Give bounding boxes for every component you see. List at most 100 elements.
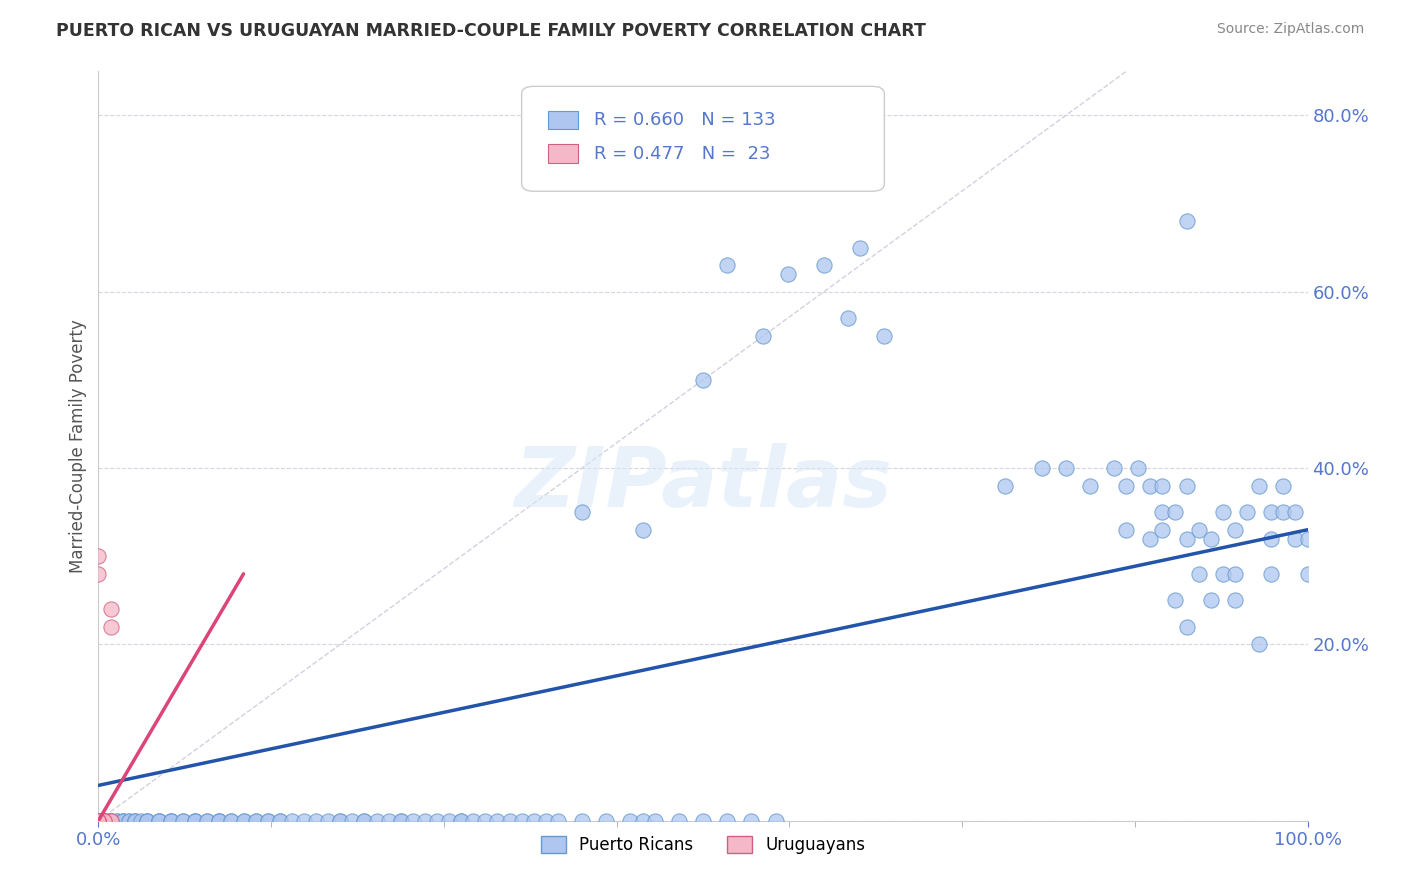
Point [1223, 566, 1246, 581]
Point [111, 814, 134, 828]
Point [1272, 505, 1295, 519]
Point [269, 814, 291, 828]
Point [87, 566, 110, 581]
Point [1152, 523, 1174, 537]
Point [100, 814, 122, 828]
Point [87, 814, 110, 828]
Point [1249, 478, 1271, 492]
Point [111, 814, 134, 828]
Point [111, 814, 134, 828]
Point [135, 814, 157, 828]
Point [100, 814, 122, 828]
Point [87, 814, 110, 828]
Point [329, 814, 352, 828]
Point [716, 258, 738, 272]
Point [135, 814, 157, 828]
Point [87, 814, 110, 828]
FancyBboxPatch shape [522, 87, 884, 191]
Point [1175, 214, 1198, 228]
Point [105, 814, 128, 828]
Point [1188, 566, 1211, 581]
Point [87, 814, 110, 828]
Point [184, 814, 207, 828]
Point [1212, 566, 1234, 581]
Point [389, 814, 412, 828]
Point [93, 814, 115, 828]
Point [619, 814, 641, 828]
Point [93, 814, 115, 828]
Point [87, 814, 110, 828]
Point [1175, 532, 1198, 546]
Point [1199, 593, 1222, 607]
Text: Source: ZipAtlas.com: Source: ZipAtlas.com [1216, 22, 1364, 37]
Point [135, 814, 157, 828]
Point [595, 814, 617, 828]
Point [1078, 478, 1101, 492]
Point [87, 814, 110, 828]
Point [87, 814, 110, 828]
Point [245, 814, 267, 828]
Point [232, 814, 254, 828]
Point [87, 814, 110, 828]
Point [1188, 523, 1211, 537]
Point [269, 814, 291, 828]
Point [93, 814, 115, 828]
Point [1139, 478, 1161, 492]
Point [1223, 593, 1246, 607]
Point [124, 814, 146, 828]
FancyBboxPatch shape [548, 145, 578, 163]
Point [571, 505, 593, 519]
Point [353, 814, 375, 828]
Point [740, 814, 762, 828]
Legend: Puerto Ricans, Uruguayans: Puerto Ricans, Uruguayans [534, 830, 872, 861]
Point [353, 814, 375, 828]
Point [160, 814, 183, 828]
Point [366, 814, 388, 828]
Text: ZIPatlas: ZIPatlas [515, 443, 891, 524]
Text: R = 0.660   N = 133: R = 0.660 N = 133 [595, 112, 776, 129]
Point [1102, 461, 1125, 475]
Point [100, 620, 122, 634]
Point [105, 814, 128, 828]
Point [1054, 461, 1077, 475]
Point [172, 814, 194, 828]
Point [1199, 532, 1222, 546]
Point [100, 602, 122, 616]
Point [1139, 532, 1161, 546]
Point [450, 814, 472, 828]
Point [534, 814, 557, 828]
Point [463, 814, 485, 828]
Point [87, 814, 110, 828]
Point [221, 814, 243, 828]
Point [389, 814, 412, 828]
Point [208, 814, 231, 828]
Point [160, 814, 183, 828]
Point [184, 814, 207, 828]
Point [510, 814, 533, 828]
Point [474, 814, 496, 828]
Y-axis label: Married-Couple Family Poverty: Married-Couple Family Poverty [69, 319, 87, 573]
Point [87, 549, 110, 564]
Point [426, 814, 449, 828]
Point [160, 814, 183, 828]
Point [523, 814, 546, 828]
Point [208, 814, 231, 828]
Point [329, 814, 352, 828]
Point [413, 814, 436, 828]
Point [281, 814, 304, 828]
Point [1272, 478, 1295, 492]
Point [93, 814, 115, 828]
Point [668, 814, 690, 828]
Point [87, 814, 110, 828]
Point [256, 814, 278, 828]
Point [450, 814, 472, 828]
Point [402, 814, 425, 828]
Point [716, 814, 738, 828]
Text: R = 0.477   N =  23: R = 0.477 N = 23 [595, 145, 770, 162]
Point [1212, 505, 1234, 519]
Point [547, 814, 569, 828]
Point [148, 814, 170, 828]
Point [232, 814, 254, 828]
Point [100, 814, 122, 828]
Point [124, 814, 146, 828]
